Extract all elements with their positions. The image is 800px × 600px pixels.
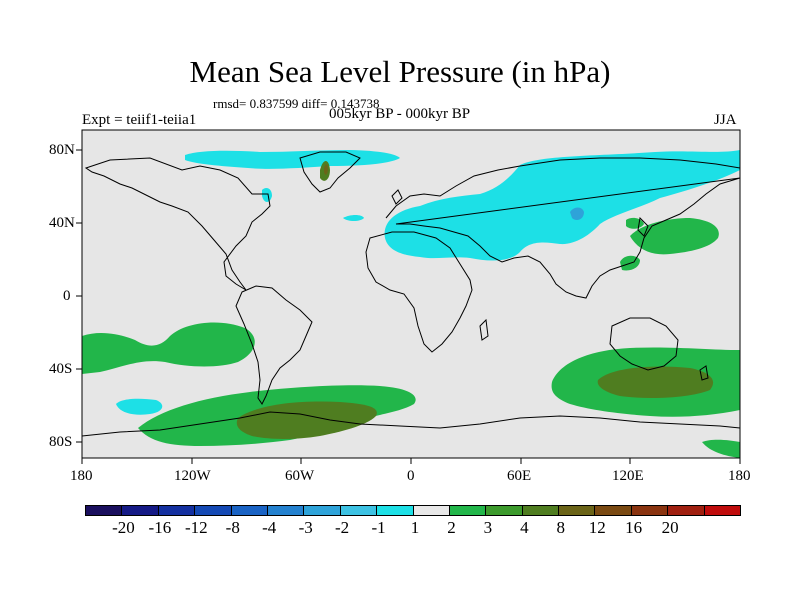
uk-coast <box>391 189 403 205</box>
colorbar-swatch <box>449 506 487 515</box>
anomaly-fields <box>82 150 740 458</box>
colorbar <box>85 505 741 516</box>
lat-label: 80S <box>49 434 73 450</box>
south-pacific-positive-anomaly <box>82 322 255 374</box>
colorbar-swatch <box>377 506 414 515</box>
colorbar-swatch <box>122 506 159 515</box>
colorbar-label: 12 <box>588 518 606 537</box>
eurasia-blue-core <box>570 207 584 220</box>
north-pacific-positive-anomaly <box>630 218 719 255</box>
colorbar-swatch <box>195 506 232 515</box>
lon-label: 60W <box>285 468 315 484</box>
colorbar-label: -12 <box>184 518 208 537</box>
southern-ocean-negative-anomaly <box>116 398 163 415</box>
experiment-label: Expt = teiif1-teiia1 <box>82 112 197 128</box>
colorbar-label: 3 <box>483 518 493 537</box>
lon-label: 120W <box>174 468 211 484</box>
period-label: 005kyr BP - 000kyr BP <box>329 106 471 122</box>
lat-ticks <box>76 149 82 443</box>
colorbar-label: -1 <box>371 518 386 537</box>
colorbar-label: -8 <box>225 518 240 537</box>
north-america-coast <box>84 157 271 291</box>
greenland-coast <box>299 151 361 193</box>
colorbar-swatch <box>158 506 196 515</box>
colorbar-swatch <box>231 506 268 515</box>
colorbar-swatch <box>340 506 378 515</box>
colorbar-swatch <box>559 506 596 515</box>
colorbar-swatch <box>595 506 632 515</box>
colorbar-swatch <box>486 506 523 515</box>
colorbar-label: 16 <box>625 518 643 537</box>
lon-label: 180 <box>70 468 93 484</box>
colorbar-swatch <box>267 506 305 515</box>
lat-label: 40N <box>49 215 75 231</box>
stats-text: rmsd= 0.837599 diff= 0.143738 <box>213 96 380 111</box>
colorbar-label: -4 <box>262 518 277 537</box>
greenland-negative-anomaly <box>185 150 400 169</box>
south-america-coast <box>235 285 313 405</box>
colorbar-swatch <box>631 506 669 515</box>
lon-label: 180 <box>728 468 751 484</box>
japan-coast <box>637 216 649 237</box>
lon-label: 0 <box>407 468 415 484</box>
chart-title: Mean Sea Level Pressure (in hPa) <box>189 54 611 89</box>
colorbar-label: -3 <box>298 518 313 537</box>
colorbar-label: -16 <box>148 518 172 537</box>
north-atlantic-negative-anomaly <box>343 215 364 221</box>
antarctica-coast <box>82 411 740 437</box>
lon-ticks <box>81 458 741 464</box>
colorbar-swatch <box>86 506 123 515</box>
madagascar-coast <box>479 318 489 341</box>
australia-coast <box>609 317 679 371</box>
south-indian-core <box>597 366 714 398</box>
colorbar-label: 8 <box>556 518 566 537</box>
eurasia-coast <box>385 157 740 299</box>
season-label: JJA <box>714 112 737 128</box>
colorbar-label: 2 <box>447 518 456 537</box>
colorbar-label: -20 <box>112 518 135 537</box>
colorbar-label: 20 <box>661 518 679 537</box>
colorbar-swatch <box>522 506 560 515</box>
colorbar-swatch <box>704 506 741 515</box>
greenland-olive-core <box>324 164 328 175</box>
hudson-negative-anomaly <box>262 188 272 202</box>
eurasia-negative-anomaly <box>384 150 740 261</box>
colorbar-label: 4 <box>520 518 529 537</box>
aleutian-positive-anomaly <box>702 439 740 458</box>
new-zealand-coast <box>699 365 709 381</box>
colorbar-swatch <box>413 506 450 515</box>
lat-label: 80N <box>49 142 75 158</box>
lon-label: 60E <box>507 468 532 484</box>
africa-coast <box>365 231 473 353</box>
colorbar-label: 1 <box>410 518 420 537</box>
lat-label: 0 <box>63 288 71 304</box>
colorbar-swatch <box>304 506 341 515</box>
colorbar-label: -2 <box>335 518 350 537</box>
lon-label: 120E <box>612 468 644 484</box>
south-atlantic-core <box>236 401 377 439</box>
lat-label: 40S <box>49 361 73 377</box>
colorbar-swatch <box>668 506 705 515</box>
coastlines <box>82 151 740 437</box>
